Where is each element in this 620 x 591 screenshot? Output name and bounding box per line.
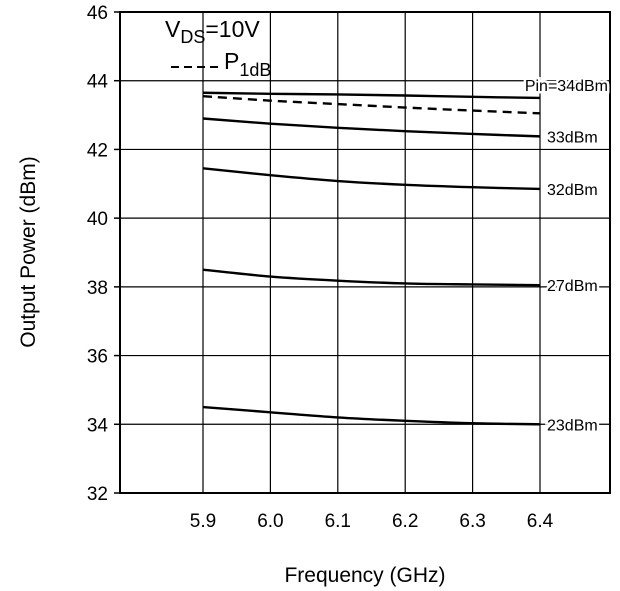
y-tick-label: 38: [87, 278, 108, 299]
series-line-pin-34dbm: [202, 91, 541, 100]
x-tick-label: 6.0: [257, 511, 283, 532]
y-tick-label: 46: [87, 3, 108, 24]
series-label: Pin=34dBm: [525, 78, 608, 95]
series-line-32dbm: [202, 167, 541, 191]
x-tick-label: 6.1: [325, 511, 351, 532]
series-group: [202, 91, 541, 426]
series-line-23dbm: [202, 405, 541, 426]
y-tick-label: 36: [87, 347, 108, 368]
grid: [120, 12, 610, 493]
series-label: 27dBm: [547, 278, 598, 295]
series-labels: Pin=34dBm 33dBm 32dBm 27dBm 23dBm: [522, 75, 610, 436]
legend: VDS=10V P1dB: [165, 16, 271, 80]
plot-frame: [119, 11, 611, 494]
y-tick-label: 34: [87, 415, 109, 436]
series-label: 33dBm: [547, 129, 598, 146]
x-tick-label: 6.4: [527, 511, 554, 532]
series-line-p1db: [202, 94, 541, 115]
x-tick-label: 5.9: [190, 511, 216, 532]
series-label: 23dBm: [547, 417, 598, 434]
y-axis: 32 34 36 38 40 42 44 46: [87, 3, 120, 505]
y-tick-label: 40: [87, 209, 108, 230]
y-tick-label: 44: [87, 72, 109, 93]
x-axis-title: Frequency (GHz): [284, 564, 445, 587]
x-tick-label: 6.2: [392, 511, 418, 532]
series-line-33dbm: [202, 117, 541, 138]
legend-p1db: P1dB: [224, 48, 271, 80]
x-tick-label: 6.3: [459, 511, 485, 532]
y-axis-title: Output Power (dBm): [17, 156, 40, 347]
series-label: 32dBm: [547, 182, 598, 199]
x-axis: 5.9 6.0 6.1 6.2 6.3 6.4: [190, 511, 554, 532]
y-tick-label: 32: [87, 484, 108, 505]
series-line-27dbm: [202, 268, 541, 287]
legend-condition: VDS=10V: [165, 16, 260, 47]
y-tick-label: 42: [87, 140, 108, 161]
